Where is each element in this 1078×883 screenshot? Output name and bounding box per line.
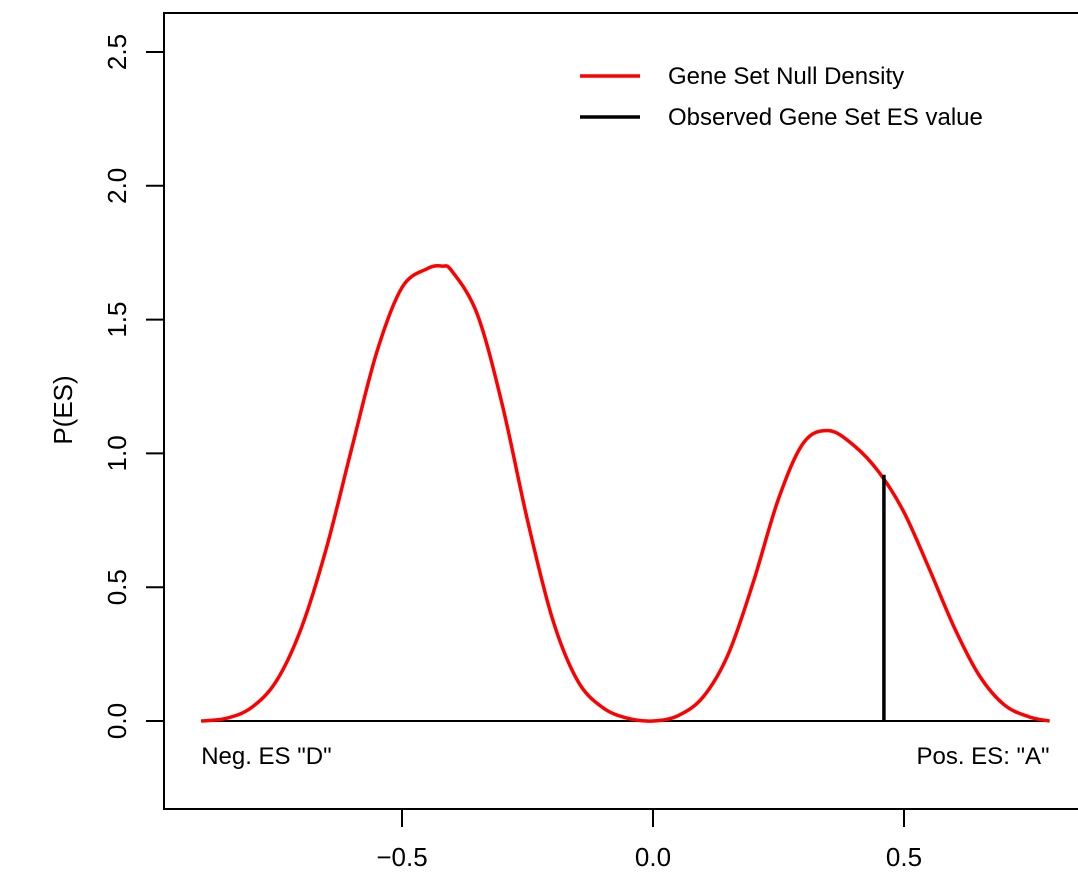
null-density-curve <box>201 264 1050 723</box>
x-tick-label: 0.0 <box>635 842 671 872</box>
negative-es-annotation: Neg. ES "D" <box>201 743 331 770</box>
y-tick-label: 0.0 <box>102 703 132 739</box>
y-tick-label: 1.5 <box>102 302 132 338</box>
series-layer <box>201 264 1050 723</box>
legend-label-observed-es: Observed Gene Set ES value <box>668 104 983 131</box>
x-tick-label: −0.5 <box>376 842 427 872</box>
y-tick-label: 0.5 <box>102 569 132 605</box>
positive-es-annotation: Pos. ES: "A" <box>916 743 1049 770</box>
y-tick-label: 2.5 <box>102 34 132 70</box>
x-tick-label: 0.5 <box>886 842 922 872</box>
y-axis: 0.0 0.5 1.0 1.5 2.0 2.5 <box>102 34 165 739</box>
y-axis-label: P(ES) <box>48 375 78 444</box>
x-axis: −0.5 0.0 0.5 <box>376 808 922 872</box>
annotation-layer: Neg. ES "D" Pos. ES: "A" <box>201 743 1049 770</box>
legend-label-null-density: Gene Set Null Density <box>668 63 904 90</box>
y-tick-label: 2.0 <box>102 168 132 204</box>
y-tick-label: 1.0 <box>102 435 132 471</box>
legend: Gene Set Null Density Observed Gene Set … <box>580 63 983 131</box>
